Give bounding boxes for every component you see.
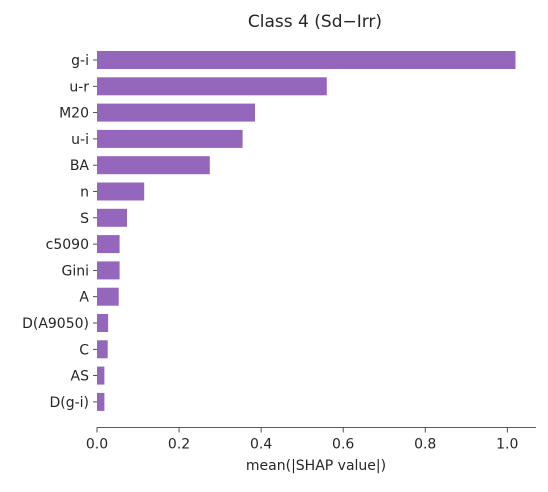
y-tick-label: n [80, 185, 89, 201]
y-tick-label: C [79, 342, 89, 358]
bar-C [97, 340, 108, 359]
x-tick-label: 0.6 [332, 437, 354, 453]
bar-AS [97, 366, 105, 385]
y-tick-label: g-i [71, 53, 89, 69]
bar-D(g-i) [97, 392, 105, 411]
x-tick-label: 0.0 [86, 437, 108, 453]
bar-u-i [97, 129, 243, 148]
y-tick-label: S [80, 211, 89, 227]
bar-c5090 [97, 235, 120, 254]
x-tick-label: 1.0 [496, 437, 518, 453]
bar-S [97, 208, 127, 227]
x-tick-label: 0.2 [168, 437, 190, 453]
y-tick-label: AS [71, 369, 90, 385]
bar-BA [97, 156, 210, 175]
y-tick-label: u-r [69, 79, 89, 95]
bars-group [97, 51, 516, 411]
bar-D(A9050) [97, 314, 109, 332]
bar-g-i [97, 51, 516, 69]
y-tick-label: c5090 [46, 237, 89, 253]
bar-A [97, 287, 119, 306]
x-axis-label: mean(|SHAP value|) [246, 458, 386, 474]
y-tick-label: D(g-i) [49, 395, 89, 411]
bar-u-r [97, 77, 327, 96]
x-tick-label: 0.4 [250, 437, 272, 453]
y-tick-label: M20 [59, 106, 89, 122]
x-ticks-group: 0.0 0.2 0.4 0.6 0.8 1.0 [86, 427, 518, 453]
y-tick-label: BA [70, 158, 90, 174]
bar-M20 [97, 103, 255, 122]
bar-Gini [97, 261, 120, 280]
chart-title: Class 4 (Sd−Irr) [248, 12, 382, 32]
x-tick-label: 0.8 [414, 437, 436, 453]
y-tick-label: D(A9050) [22, 316, 89, 332]
y-tick-label: u-i [71, 132, 89, 148]
bar-n [97, 182, 145, 201]
y-tick-label: Gini [61, 263, 89, 279]
y-tick-label: A [79, 290, 89, 306]
